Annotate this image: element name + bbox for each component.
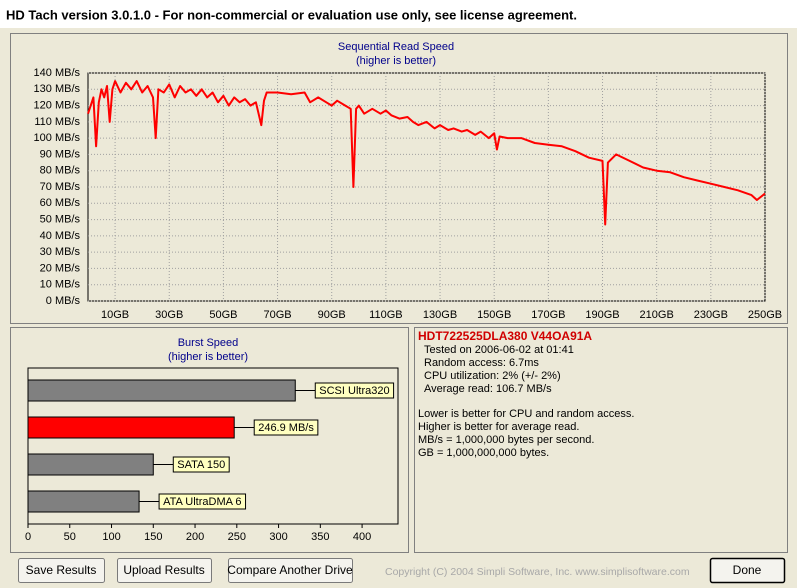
x-tick-label: 100 bbox=[102, 531, 120, 543]
info-note: Lower is better for CPU and random acces… bbox=[418, 408, 634, 420]
y-tick-label: 0 MB/s bbox=[46, 295, 81, 307]
x-tick-label: 350 bbox=[311, 531, 329, 543]
drive-name: HDT722525DLA380 V44OA91A bbox=[418, 329, 592, 343]
x-tick-label: 170GB bbox=[531, 309, 565, 321]
info-line: Tested on 2006-06-02 at 01:41 bbox=[424, 344, 574, 356]
y-tick-label: 120 MB/s bbox=[34, 99, 81, 111]
x-tick-label: 50GB bbox=[209, 309, 237, 321]
x-tick-label: 0 bbox=[25, 531, 31, 543]
y-tick-label: 100 MB/s bbox=[34, 132, 81, 144]
x-tick-label: 250GB bbox=[748, 309, 782, 321]
info-panel bbox=[414, 327, 788, 553]
info-note: Higher is better for average read. bbox=[418, 421, 579, 433]
info-note: GB = 1,000,000,000 bytes. bbox=[418, 447, 549, 459]
y-tick-label: 70 MB/s bbox=[40, 181, 81, 193]
button-face bbox=[228, 558, 353, 583]
read-subtitle: (higher is better) bbox=[356, 55, 436, 67]
y-tick-label: 130 MB/s bbox=[34, 83, 81, 95]
x-tick-label: 70GB bbox=[263, 309, 291, 321]
button-face bbox=[18, 558, 105, 583]
info-note: MB/s = 1,000,000 bytes per second. bbox=[418, 434, 594, 446]
x-tick-label: 130GB bbox=[423, 309, 457, 321]
y-tick-label: 90 MB/s bbox=[40, 148, 81, 160]
read-line bbox=[87, 80, 766, 226]
button[interactable]: Save Results bbox=[18, 558, 105, 583]
y-tick-label: 10 MB/s bbox=[40, 279, 81, 291]
x-tick-label: 400 bbox=[353, 531, 371, 543]
button-label: Compare Another Drive bbox=[227, 563, 353, 577]
button[interactable]: Compare Another Drive bbox=[227, 558, 353, 583]
burst-title: Burst Speed bbox=[178, 337, 239, 349]
burst-subtitle: (higher is better) bbox=[168, 351, 248, 363]
bar bbox=[27, 490, 140, 513]
y-tick-label: 20 MB/s bbox=[40, 262, 81, 274]
bar-label: ATA UltraDMA 6 bbox=[163, 496, 241, 508]
bar-label: 246.9 MB/s bbox=[258, 422, 314, 434]
x-tick-label: 90GB bbox=[318, 309, 346, 321]
y-tick-label: 30 MB/s bbox=[40, 246, 81, 258]
info-line: Random access: 6.7ms bbox=[424, 357, 539, 369]
bar bbox=[27, 453, 154, 476]
info-line: CPU utilization: 2% (+/- 2%) bbox=[424, 370, 561, 382]
x-tick-label: 50 bbox=[64, 531, 76, 543]
button-face bbox=[709, 557, 786, 584]
x-tick-label: 210GB bbox=[640, 309, 674, 321]
x-tick-label: 30GB bbox=[155, 309, 183, 321]
button-bar: Save Results Upload Results Compare Anothe… bbox=[18, 557, 786, 584]
button-label: Upload Results bbox=[123, 563, 204, 577]
info-line: Average read: 106.7 MB/s bbox=[424, 383, 552, 395]
x-tick-label: 250 bbox=[228, 531, 246, 543]
window-title: HD Tach version 3.0.1.0 - For non-commer… bbox=[6, 7, 577, 22]
read-plot bbox=[87, 72, 766, 302]
x-tick-label: 200 bbox=[186, 531, 204, 543]
y-tick-label: 140 MB/s bbox=[34, 67, 81, 79]
burst-panel bbox=[10, 327, 409, 553]
x-tick-label: 110GB bbox=[369, 309, 402, 321]
y-tick-label: 60 MB/s bbox=[40, 197, 81, 209]
read-title: Sequential Read Speed bbox=[338, 41, 454, 53]
bar-label: SCSI Ultra320 bbox=[319, 385, 389, 397]
y-tick-label: 40 MB/s bbox=[40, 230, 81, 242]
x-tick-label: 230GB bbox=[694, 309, 728, 321]
button-label: Done bbox=[733, 563, 762, 577]
read-panel bbox=[10, 33, 788, 324]
bar-label: SATA 150 bbox=[177, 459, 225, 471]
copyright: Copyright (C) 2004 Simpli Software, Inc.… bbox=[385, 566, 690, 578]
x-tick-label: 190GB bbox=[585, 309, 619, 321]
bar bbox=[27, 416, 235, 439]
y-tick-label: 80 MB/s bbox=[40, 165, 81, 177]
button[interactable]: Upload Results bbox=[117, 558, 212, 583]
bar bbox=[27, 379, 296, 402]
button-label: Save Results bbox=[26, 563, 97, 577]
x-tick-label: 10GB bbox=[101, 309, 129, 321]
button-face bbox=[117, 558, 212, 583]
x-tick-label: 300 bbox=[269, 531, 287, 543]
title-bar bbox=[0, 0, 797, 28]
y-tick-label: 110 MB/s bbox=[34, 116, 80, 128]
x-tick-label: 150 bbox=[144, 531, 162, 543]
x-tick-label: 150GB bbox=[477, 309, 511, 321]
y-tick-label: 50 MB/s bbox=[40, 213, 81, 225]
button[interactable]: Done bbox=[709, 557, 786, 584]
